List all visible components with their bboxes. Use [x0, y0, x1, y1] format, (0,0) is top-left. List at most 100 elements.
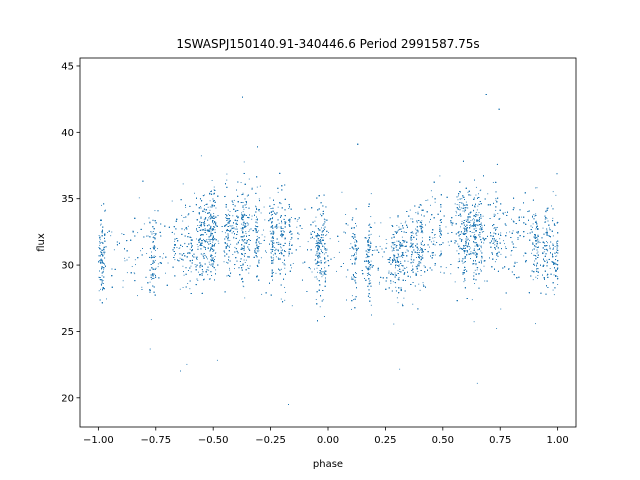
data-point — [277, 191, 279, 193]
data-point — [215, 207, 217, 209]
data-point — [104, 264, 106, 266]
data-point — [366, 273, 368, 274]
data-point — [247, 267, 249, 269]
data-point — [397, 256, 399, 258]
data-point — [480, 250, 482, 252]
data-point — [469, 240, 471, 242]
data-point — [476, 254, 478, 256]
data-point — [326, 248, 328, 250]
data-point — [211, 239, 213, 240]
data-point — [479, 204, 480, 205]
data-point — [546, 241, 547, 242]
data-point — [535, 323, 536, 325]
data-point — [231, 232, 233, 234]
data-point — [157, 248, 159, 250]
data-point — [351, 308, 352, 310]
data-point — [100, 277, 101, 279]
data-point — [167, 262, 169, 264]
data-point — [179, 257, 181, 259]
data-point — [400, 255, 402, 257]
data-point — [154, 210, 156, 212]
data-point — [226, 275, 228, 277]
data-point — [398, 271, 400, 272]
data-point — [412, 218, 414, 220]
data-point — [400, 222, 402, 224]
data-point — [500, 308, 502, 310]
data-point — [546, 207, 548, 209]
data-point — [151, 278, 153, 280]
data-point — [240, 182, 242, 184]
data-point — [258, 250, 260, 252]
data-point — [543, 251, 545, 253]
data-point — [211, 206, 213, 208]
data-point — [209, 250, 211, 252]
data-point — [469, 225, 471, 226]
data-point — [239, 239, 241, 241]
data-point — [203, 204, 205, 206]
data-point — [292, 263, 294, 264]
data-point — [464, 228, 465, 230]
data-point — [232, 228, 234, 229]
data-point — [149, 348, 151, 350]
data-point — [355, 258, 357, 260]
data-point — [150, 319, 152, 321]
data-point — [212, 222, 214, 223]
data-point — [316, 278, 318, 280]
data-point — [100, 288, 101, 290]
data-point — [536, 236, 537, 238]
data-point — [398, 229, 400, 231]
data-point — [271, 211, 273, 213]
data-point — [368, 262, 370, 263]
data-point — [475, 186, 477, 188]
data-point — [467, 191, 469, 193]
data-point — [396, 297, 398, 299]
data-point — [412, 252, 413, 254]
data-point — [532, 223, 534, 225]
data-point — [366, 237, 368, 239]
data-point — [101, 232, 103, 234]
data-point — [504, 243, 505, 245]
data-point — [547, 250, 549, 252]
data-point — [354, 257, 356, 259]
data-point — [134, 273, 136, 275]
data-point — [536, 264, 538, 266]
data-point — [289, 241, 291, 243]
data-point — [280, 298, 282, 300]
data-point — [324, 221, 325, 223]
data-point — [556, 255, 558, 257]
data-point — [325, 274, 327, 275]
data-point — [549, 248, 551, 250]
data-point — [419, 250, 421, 252]
data-point — [476, 382, 478, 384]
data-point — [409, 238, 411, 240]
data-point — [245, 232, 247, 234]
data-point — [174, 240, 175, 242]
data-point — [213, 186, 215, 188]
data-point — [397, 278, 399, 280]
data-point — [211, 180, 213, 181]
data-point — [128, 256, 130, 258]
data-point — [137, 232, 139, 234]
data-point — [492, 181, 494, 183]
data-point — [197, 271, 199, 273]
data-point — [212, 241, 214, 243]
data-point — [103, 269, 105, 271]
data-point — [280, 226, 282, 228]
data-point — [534, 235, 536, 237]
data-point — [535, 245, 537, 247]
data-point — [126, 272, 128, 274]
data-point — [207, 242, 208, 244]
data-point — [317, 244, 319, 246]
data-point — [280, 203, 282, 205]
data-point — [176, 246, 178, 248]
data-point — [138, 197, 140, 199]
data-point — [493, 240, 495, 242]
data-point — [552, 191, 554, 193]
data-point — [221, 231, 223, 233]
data-point — [224, 243, 226, 245]
data-point — [203, 221, 205, 223]
data-point — [535, 255, 537, 257]
data-point — [229, 269, 231, 271]
data-point — [460, 207, 462, 209]
